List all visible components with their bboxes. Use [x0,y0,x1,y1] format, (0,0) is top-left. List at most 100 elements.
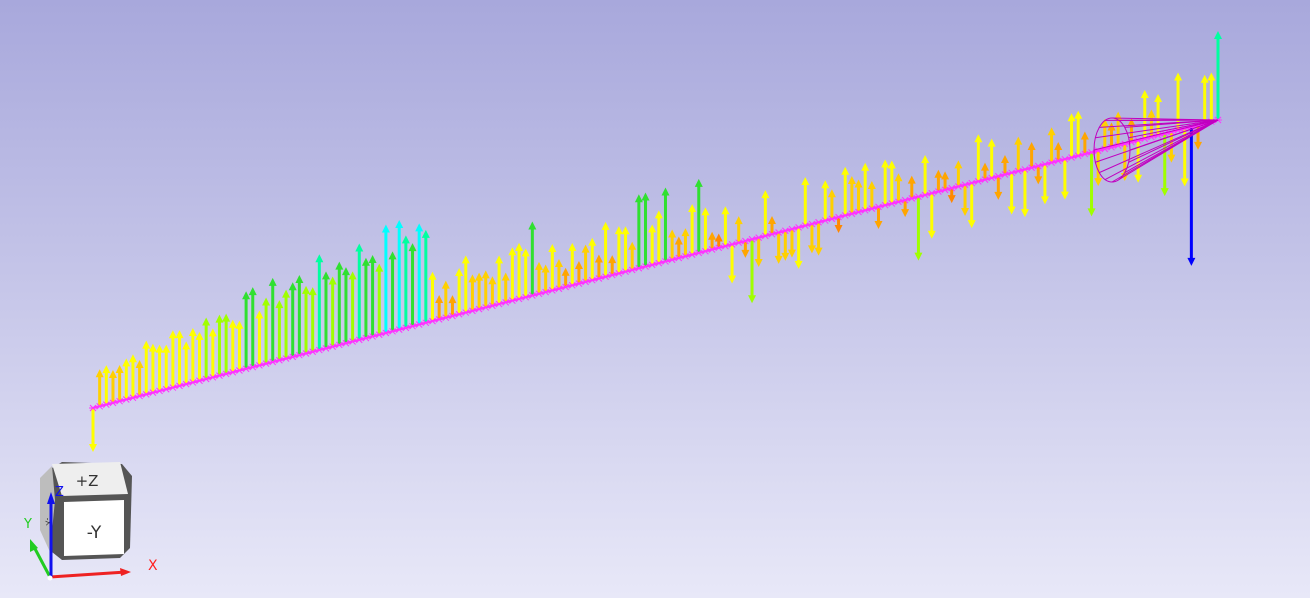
node-marker [721,242,730,250]
node-marker [708,246,717,253]
node-marker [308,348,317,356]
arrowhead-icon [142,340,151,349]
arrowhead-icon [361,257,370,266]
node-marker [295,351,304,359]
arrowhead-icon [162,344,171,353]
arrowhead-icon [381,224,390,233]
arrowhead-icon [468,274,477,283]
arrowhead-icon [661,187,670,196]
node-marker [961,181,970,189]
y-axis-label: Y [23,517,32,532]
arrowhead-icon [861,162,870,171]
node-marker [361,334,370,342]
cone-edge [1111,119,1219,183]
cube-top-face[interactable] [52,462,128,496]
arrowhead-icon [714,233,723,242]
arrowhead-icon [508,247,517,256]
arrowhead-icon [1167,154,1176,163]
wireframe-cone [1093,117,1219,183]
arrowhead-icon [1200,74,1209,83]
node-marker [508,297,517,304]
node-marker [954,183,963,190]
arrowhead-icon [341,267,350,276]
node-marker [688,251,697,258]
node-marker [787,225,796,233]
arrowhead-icon [401,235,410,244]
arrowhead-icon [1140,89,1149,98]
arrowhead-icon [1134,174,1143,183]
node-marker [827,215,836,223]
node-marker [1027,164,1036,172]
arrowhead-icon [827,189,836,198]
arrowhead-icon [621,226,630,235]
navigation-cube[interactable]: +Z -Y -X [40,462,132,560]
arrowhead-icon [481,270,490,279]
node-marker [654,259,663,267]
arrowhead-icon [1214,31,1222,39]
arrowhead-icon [128,354,137,363]
node-marker [1054,157,1063,165]
node-marker [841,212,850,219]
arrowhead-icon [941,171,950,180]
node-marker [481,304,490,311]
node-marker [774,229,783,236]
node-marker [861,206,870,214]
node-marker [608,271,617,279]
node-marker [641,263,650,270]
node-marker [162,385,171,393]
arrowhead-icon [614,226,623,235]
node-marker [335,341,344,349]
arrowhead-icon [1007,206,1016,215]
node-marker [1040,160,1049,168]
arrowhead-icon [787,249,796,258]
arrowhead-icon [767,215,776,224]
node-marker [395,326,404,333]
node-marker [315,346,324,354]
arrowhead-icon [435,294,444,303]
node-marker [168,384,177,391]
axis-triad: X Y Z [23,485,158,581]
node-marker [401,324,410,332]
cone-edge [1128,119,1219,139]
z-axis-arrowhead-icon [47,492,55,504]
x-axis-arrowhead-icon [120,568,131,576]
arrowhead-icon [1034,176,1043,185]
arrowhead-icon [894,173,903,182]
arrowhead-icon [248,287,257,296]
arrowhead-icon [748,295,757,304]
cube-front-face[interactable] [64,500,124,556]
arrowhead-icon [1020,209,1029,218]
node-marker [994,172,1003,180]
arrowhead-icon [581,244,590,253]
node-marker [208,373,217,381]
node-marker [135,392,144,400]
arrowhead-icon [688,204,697,213]
node-marker [914,193,923,201]
arrowhead-icon [302,285,311,294]
node-marker [262,360,271,368]
node-marker [601,273,610,281]
arrowhead-icon [681,228,690,237]
cube-front-label: -Y [87,523,102,543]
node-marker [974,177,983,185]
arrowhead-icon [461,255,470,264]
node-marker [907,195,916,202]
arrowhead-icon [488,276,497,285]
node-marker [581,278,590,286]
arrowhead-icon [994,191,1003,200]
node-marker [541,288,550,296]
node-marker [854,208,863,216]
arrowhead-icon [1040,196,1049,205]
arrowhead-icon [135,360,144,369]
arrowhead-icon [1127,118,1136,127]
arrowhead-icon [708,231,717,240]
arrowhead-icon [1160,188,1169,197]
arrowhead-icon [448,295,457,304]
arrowhead-icon [175,330,184,339]
arrowhead-icon [295,274,304,283]
node-marker [648,261,657,269]
node-marker [381,329,390,337]
node-marker [921,191,930,199]
node-marker [321,345,330,352]
